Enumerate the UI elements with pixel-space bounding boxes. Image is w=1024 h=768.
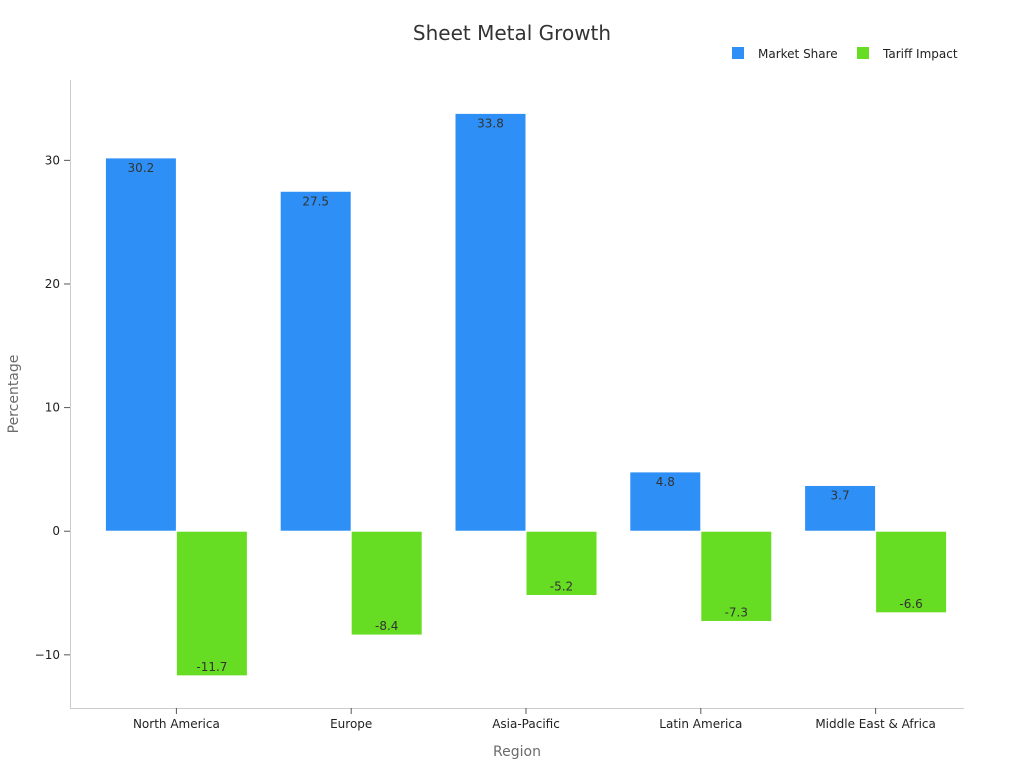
chart-title: Sheet Metal Growth — [413, 21, 611, 45]
y-tick-label: −10 — [35, 648, 60, 662]
legend-label: Tariff Impact — [882, 47, 958, 61]
data-label: 30.2 — [128, 161, 155, 175]
bar-tariff-impact — [875, 530, 948, 614]
legend-label: Market Share — [758, 47, 838, 61]
data-label: -6.6 — [899, 597, 922, 611]
bar-market-share — [804, 484, 877, 532]
data-label: -11.7 — [196, 660, 227, 674]
bar-tariff-impact — [700, 530, 773, 622]
data-label: 33.8 — [477, 116, 504, 130]
legend: Market Share Tariff Impact — [732, 47, 958, 61]
y-tick-label: 10 — [45, 401, 60, 415]
bars — [104, 112, 948, 677]
x-tick-label: Middle East & Africa — [815, 717, 936, 731]
bar-tariff-impact — [175, 530, 248, 677]
y-tick-label: 0 — [52, 524, 60, 538]
y-axis-ticks: −10 0 10 20 30 — [35, 153, 70, 662]
x-tick-label: Asia-Pacific — [492, 717, 560, 731]
legend-swatch — [857, 47, 869, 59]
data-label: 3.7 — [831, 488, 850, 502]
bar-tariff-impact — [525, 530, 598, 597]
data-label: -5.2 — [550, 580, 573, 594]
bar-tariff-impact — [350, 530, 423, 636]
bar-market-share — [629, 471, 702, 532]
y-tick-label: 30 — [45, 153, 60, 167]
bar-market-share — [104, 157, 177, 532]
data-label: 4.8 — [656, 475, 675, 489]
bar-market-share — [454, 112, 527, 532]
data-labels: 30.2 -11.7 27.5 -8.4 33.8 -5.2 4.8 -7.3 3.7 -6.6 — [128, 116, 923, 673]
y-tick-label: 20 — [45, 277, 60, 291]
data-label: -8.4 — [375, 619, 398, 633]
y-axis-title: Percentage — [6, 355, 22, 434]
data-label: -7.3 — [725, 605, 748, 619]
x-axis-title: Region — [493, 744, 541, 760]
legend-swatch — [732, 47, 744, 59]
x-tick-label: Europe — [330, 717, 372, 731]
x-axis-ticks: North America Europe Asia-Pacific Latin Ame… — [133, 708, 936, 731]
bar-market-share — [279, 190, 352, 532]
data-label: 27.5 — [302, 194, 329, 208]
x-tick-label: Latin America — [659, 717, 742, 731]
x-tick-label: North America — [133, 717, 220, 731]
